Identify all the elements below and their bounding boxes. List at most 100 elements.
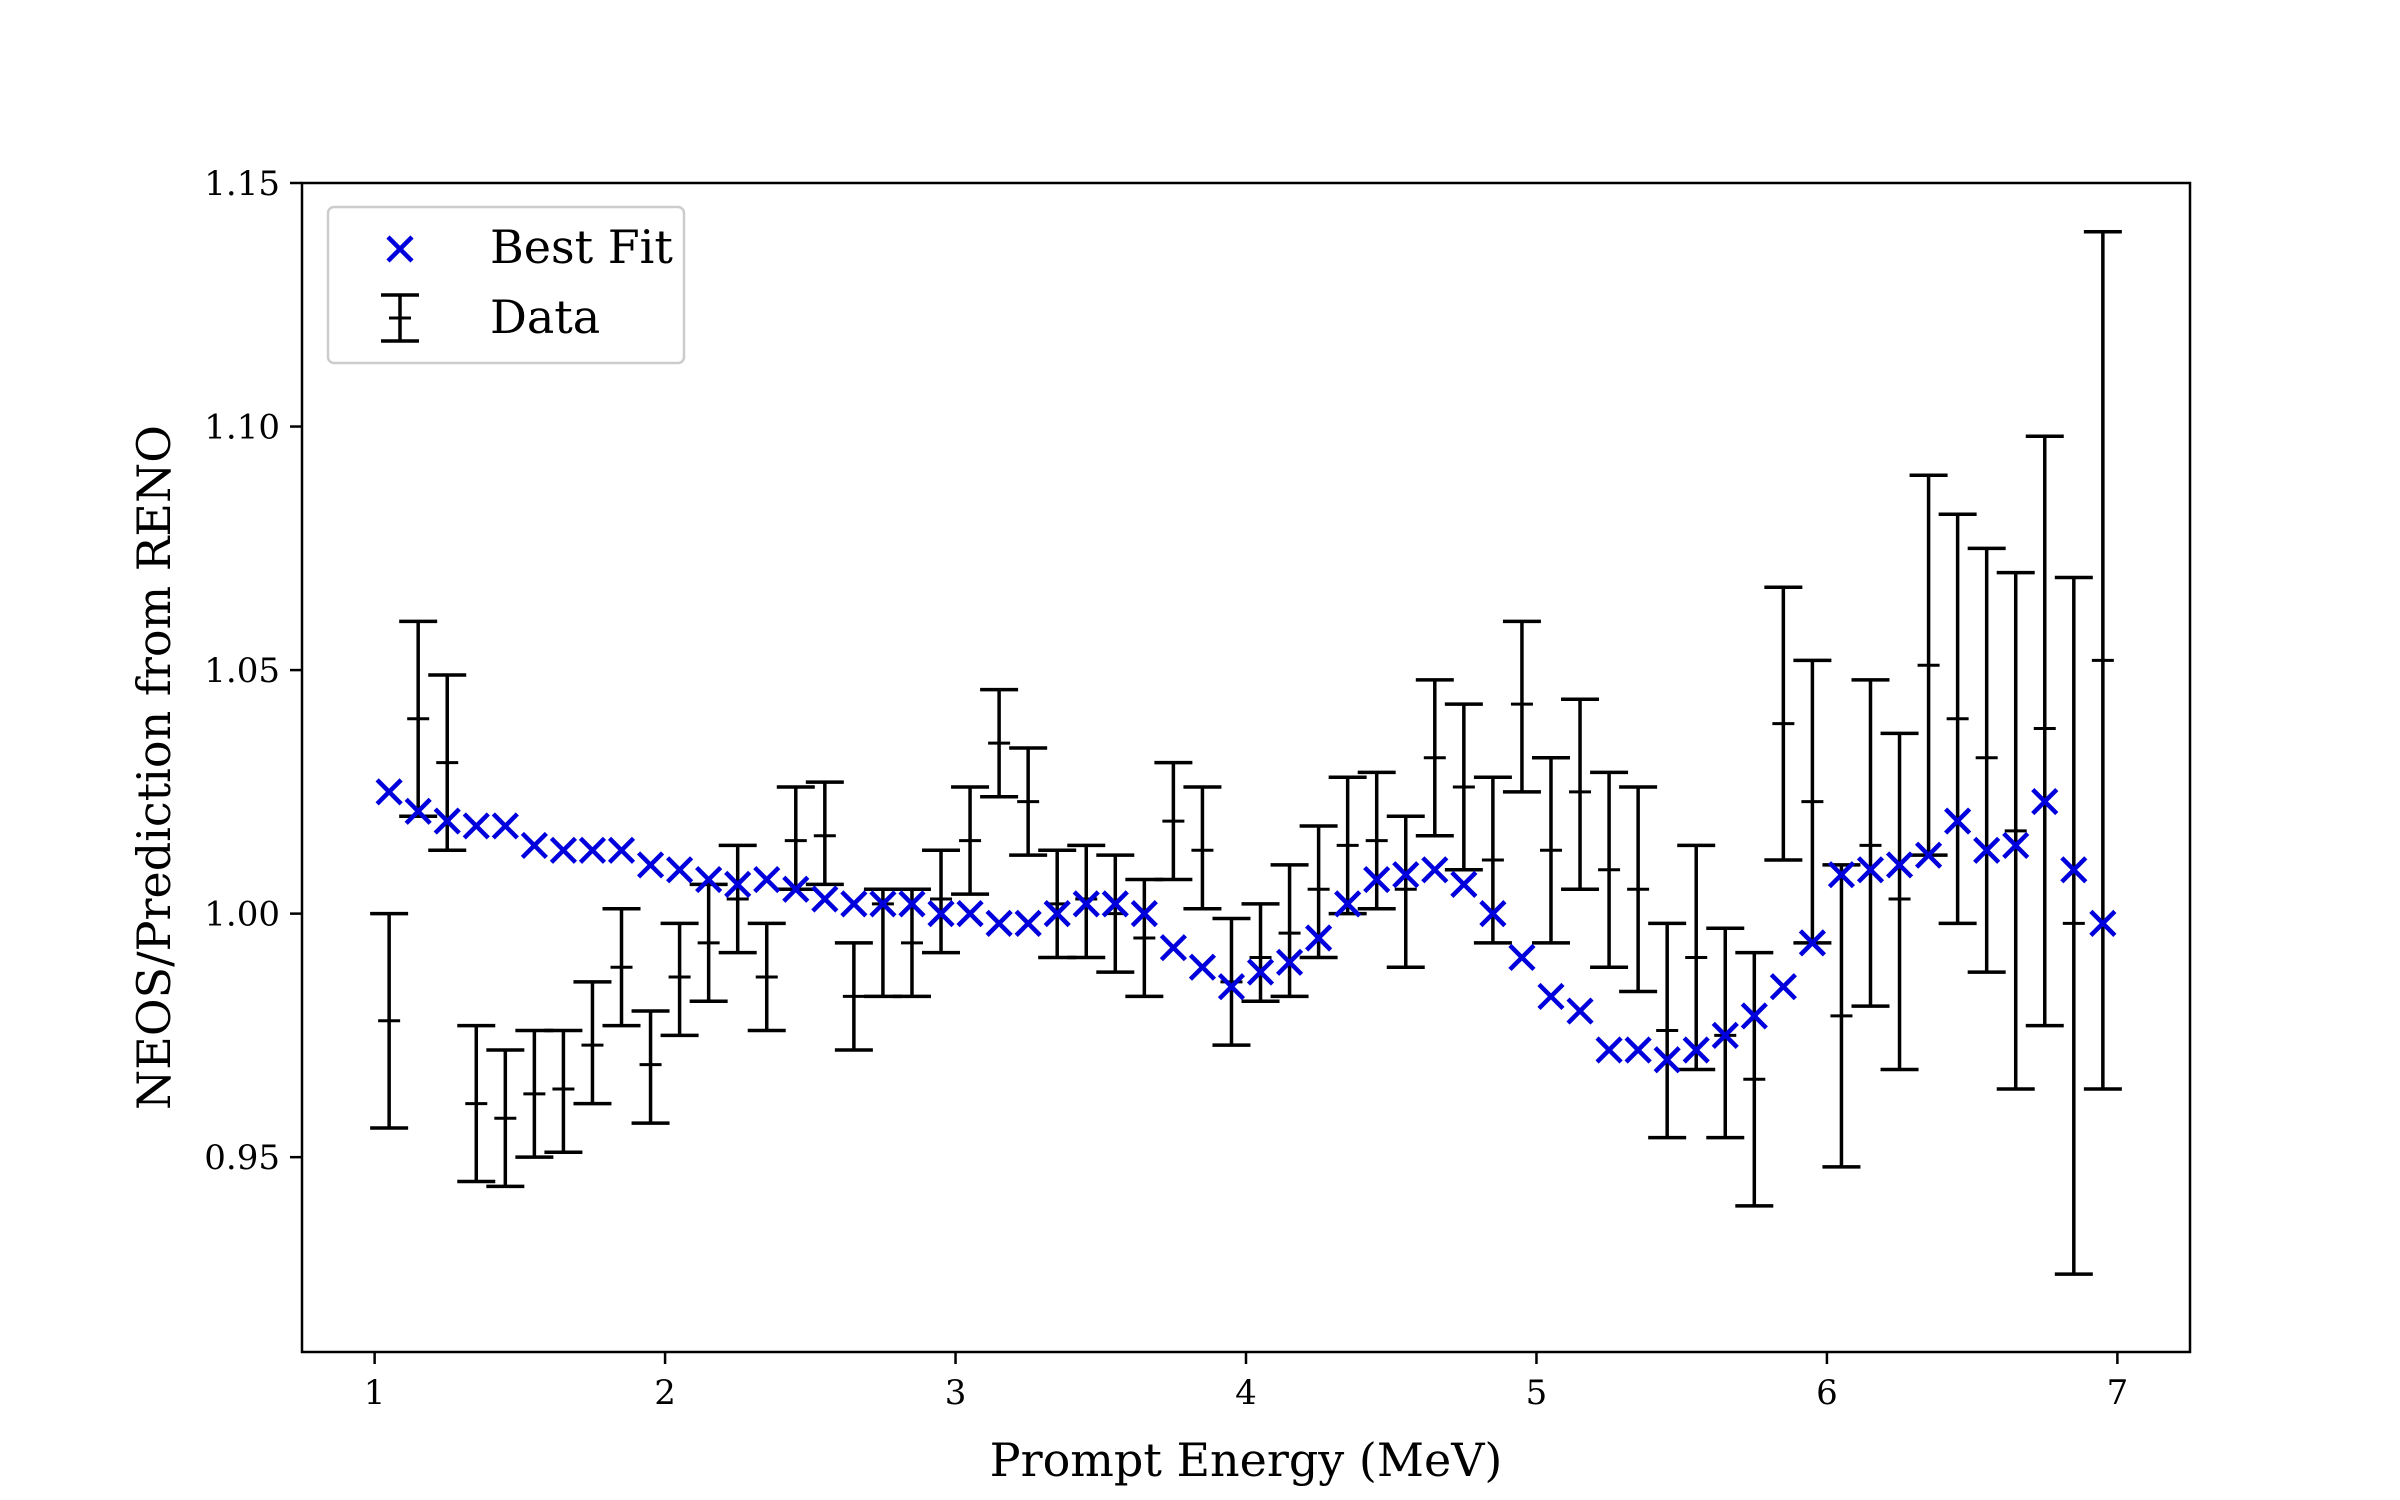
best-fit-point bbox=[1537, 982, 1565, 1011]
legend-data-label: Data bbox=[490, 290, 600, 344]
x-stroke bbox=[1043, 900, 1071, 928]
data-point bbox=[2054, 575, 2093, 1276]
y-axis: 0.95 1.00 1.05 1.10 1.15 bbox=[204, 164, 302, 1178]
x-stroke bbox=[695, 865, 723, 894]
best-fit-point bbox=[1973, 836, 2001, 864]
x-stroke bbox=[1914, 841, 1943, 869]
best-fit-point bbox=[1450, 870, 1478, 898]
data-point bbox=[1357, 770, 1396, 911]
x-stroke bbox=[1188, 953, 1217, 981]
data-point bbox=[747, 921, 786, 1033]
x-stroke bbox=[1740, 1002, 1768, 1030]
best-fit-point bbox=[404, 797, 432, 825]
y-tick-label: 1.05 bbox=[204, 651, 280, 691]
x-stroke bbox=[1305, 924, 1333, 952]
y-axis-title: NEOS/Prediction from RENO bbox=[127, 425, 181, 1110]
x-stroke bbox=[1450, 870, 1478, 898]
x-stroke bbox=[1711, 1021, 1739, 1049]
legend-x-marker bbox=[386, 235, 414, 263]
x-stroke bbox=[1885, 851, 1914, 879]
best-fit-point bbox=[1885, 851, 1914, 879]
best-fit-point bbox=[1305, 924, 1333, 952]
best-fit-point bbox=[433, 807, 461, 835]
x-stroke bbox=[1682, 1036, 1710, 1064]
data-point bbox=[370, 911, 409, 1130]
best-fit-point bbox=[724, 870, 752, 898]
data-point bbox=[892, 887, 931, 999]
data-point bbox=[922, 848, 961, 955]
best-fit-point bbox=[1246, 958, 1275, 986]
legend-best-fit-label: Best Fit bbox=[490, 220, 673, 274]
x-stroke bbox=[753, 865, 781, 894]
best-fit-point bbox=[898, 890, 926, 918]
best-fit-point bbox=[1798, 929, 1826, 957]
best-fit-point bbox=[462, 812, 490, 840]
best-fit-point bbox=[666, 856, 694, 884]
data-point bbox=[1212, 916, 1251, 1047]
x-stroke bbox=[724, 870, 752, 898]
x-stroke bbox=[1392, 861, 1420, 889]
legend: Best Fit Data bbox=[326, 205, 686, 365]
best-fit-point bbox=[1072, 890, 1100, 918]
data-point bbox=[834, 941, 873, 1052]
best-fit-point bbox=[1392, 861, 1420, 889]
x-stroke bbox=[386, 235, 414, 263]
x-stroke bbox=[549, 836, 578, 864]
legend-data-marker bbox=[381, 293, 419, 343]
data-point bbox=[718, 843, 757, 955]
data-point bbox=[1154, 760, 1193, 882]
best-fit-point bbox=[375, 778, 403, 806]
x-stroke bbox=[636, 851, 665, 879]
best-fit-point bbox=[2002, 831, 2030, 860]
x-tick-label: 3 bbox=[945, 1373, 967, 1413]
data-point bbox=[2025, 434, 2064, 1028]
best-fit-point bbox=[1275, 948, 1304, 976]
data-point bbox=[1386, 814, 1425, 969]
best-fit-point bbox=[1914, 841, 1943, 869]
legend-box bbox=[326, 205, 686, 365]
best-fit-point bbox=[1130, 900, 1158, 928]
x-stroke bbox=[782, 875, 810, 903]
x-axis: 1 2 3 4 5 6 7 bbox=[364, 1352, 2128, 1413]
x-stroke bbox=[1363, 865, 1391, 894]
best-fit-point bbox=[869, 890, 897, 918]
y-tick-label: 0.95 bbox=[204, 1138, 280, 1178]
x-stroke bbox=[491, 812, 519, 840]
best-fit-point bbox=[2089, 909, 2117, 937]
x-stroke bbox=[1130, 900, 1158, 928]
best-fit-point bbox=[1421, 856, 1449, 884]
data-point bbox=[1561, 697, 1600, 892]
x-stroke bbox=[1101, 890, 1129, 918]
x-stroke bbox=[1827, 861, 1856, 889]
best-fit-point bbox=[1624, 1036, 1652, 1064]
x-stroke bbox=[1566, 997, 1594, 1025]
data-point bbox=[1444, 702, 1483, 872]
x-stroke bbox=[1334, 890, 1362, 918]
x-stroke bbox=[666, 856, 694, 884]
data-point bbox=[1851, 678, 1890, 1008]
data-point bbox=[544, 1028, 583, 1155]
x-stroke bbox=[375, 778, 403, 806]
data-point bbox=[951, 785, 990, 896]
best-fit-point bbox=[1159, 934, 1187, 962]
x-stroke bbox=[1798, 929, 1826, 957]
data-point bbox=[980, 687, 1019, 799]
data-point bbox=[1996, 570, 2035, 1091]
best-fit-point bbox=[1856, 856, 1885, 884]
x-stroke bbox=[404, 797, 432, 825]
best-fit-point bbox=[1566, 997, 1594, 1025]
data-point bbox=[660, 921, 699, 1038]
x-tick-label: 4 bbox=[1235, 1373, 1257, 1413]
best-fit-point bbox=[520, 831, 548, 860]
x-stroke bbox=[1973, 836, 2001, 864]
data-point bbox=[689, 882, 728, 1004]
best-fit-point bbox=[985, 909, 1013, 937]
x-stroke bbox=[2031, 788, 2059, 816]
best-fit-point bbox=[1479, 900, 1507, 928]
data-point bbox=[1619, 785, 1658, 994]
x-stroke bbox=[1275, 948, 1304, 976]
legend-best-fit-marker bbox=[386, 235, 414, 263]
x-stroke bbox=[520, 831, 548, 860]
x-tick-label: 2 bbox=[654, 1373, 676, 1413]
data-point bbox=[1880, 731, 1919, 1072]
